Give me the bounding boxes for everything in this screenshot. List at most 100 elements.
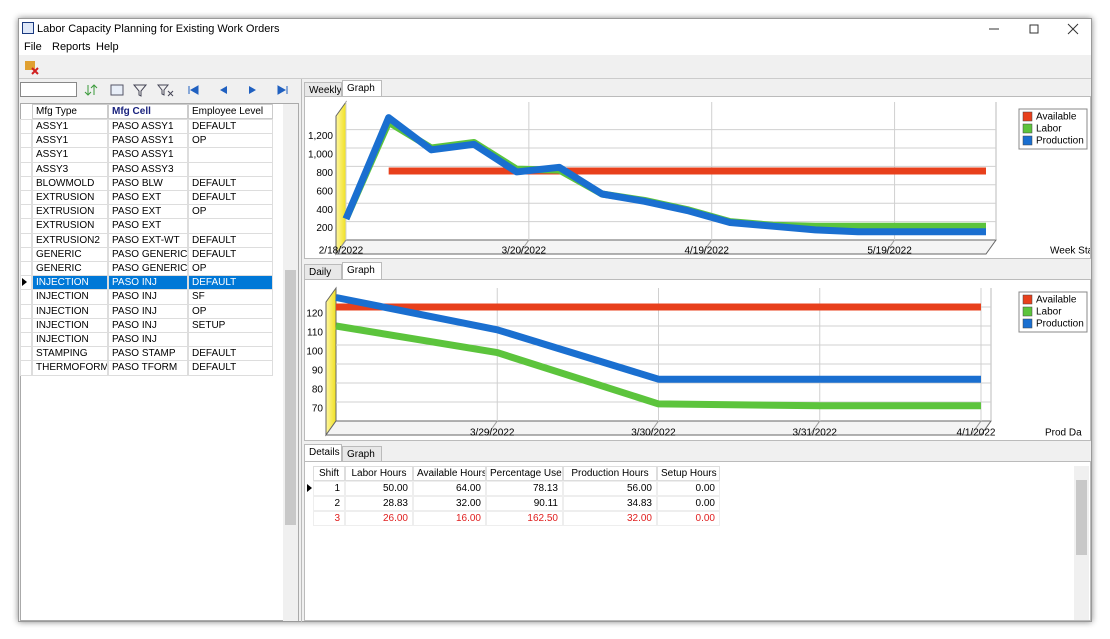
row-header[interactable] xyxy=(20,317,32,333)
grid-cell[interactable]: INJECTION xyxy=(32,303,108,319)
grid-cell[interactable]: SF xyxy=(188,289,273,305)
detail-cell[interactable]: 3 xyxy=(313,511,345,526)
grid-cell[interactable]: PASO ASSY3 xyxy=(108,161,188,177)
grid-cell[interactable] xyxy=(188,332,273,348)
detail-cell[interactable]: 16.00 xyxy=(413,511,486,526)
grid-cell[interactable]: INJECTION xyxy=(32,289,108,305)
grid-cell[interactable]: SETUP xyxy=(188,317,273,333)
grid-cell[interactable]: ASSY3 xyxy=(32,161,108,177)
row-header[interactable] xyxy=(20,175,32,191)
menu-item[interactable]: Reports xyxy=(52,41,91,53)
layout-button[interactable] xyxy=(110,84,124,96)
grid-cell[interactable]: PASO INJ xyxy=(108,275,188,291)
grid-cell[interactable]: DEFAULT xyxy=(188,275,273,291)
next-button[interactable] xyxy=(249,86,256,94)
row-header[interactable] xyxy=(20,346,32,362)
grid-cell[interactable]: INJECTION xyxy=(32,332,108,348)
row-header[interactable] xyxy=(20,360,32,376)
scroll-thumb[interactable] xyxy=(285,270,296,525)
grid-cell[interactable]: DEFAULT xyxy=(188,175,273,191)
clear-filter-button[interactable] xyxy=(156,84,174,97)
detail-cell[interactable]: 162.50 xyxy=(486,511,563,526)
grid-cell[interactable]: EXTRUSION xyxy=(32,218,108,234)
grid-cell[interactable] xyxy=(188,218,273,234)
grid-cell[interactable]: PASO INJ xyxy=(108,317,188,333)
scroll-thumb[interactable] xyxy=(1076,480,1087,555)
detail-cell[interactable]: 32.00 xyxy=(563,511,657,526)
grid-cell[interactable]: DEFAULT xyxy=(188,360,273,376)
sort-button[interactable] xyxy=(84,84,98,96)
grid-cell[interactable]: GENERIC xyxy=(32,246,108,262)
grid-cell[interactable]: PASO BLW xyxy=(108,175,188,191)
row-header[interactable] xyxy=(20,332,32,348)
grid-cell[interactable]: STAMPING xyxy=(32,346,108,362)
grid-cell[interactable]: PASO STAMP xyxy=(108,346,188,362)
restore[interactable] xyxy=(1029,24,1039,34)
grid-cell[interactable]: INJECTION xyxy=(32,275,108,291)
grid-cell[interactable]: PASO ASSY1 xyxy=(108,147,188,163)
grid-cell[interactable]: DEFAULT xyxy=(188,246,273,262)
grid-cell[interactable]: PASO INJ xyxy=(108,289,188,305)
row-header[interactable] xyxy=(20,133,32,149)
grid-cell[interactable]: EXTRUSION xyxy=(32,204,108,220)
column-header[interactable]: Percentage Used xyxy=(486,466,563,481)
grid-cell[interactable]: OP xyxy=(188,303,273,319)
detail-cell[interactable]: 90.11 xyxy=(486,496,563,511)
detail-cell[interactable]: 64.00 xyxy=(413,481,486,496)
grid-cell[interactable]: PASO GENERIC xyxy=(108,261,188,277)
splitter[interactable] xyxy=(301,79,302,622)
row-header[interactable] xyxy=(20,246,32,262)
row-header[interactable] xyxy=(20,289,32,305)
toolbar-icon[interactable] xyxy=(24,59,40,75)
detail-cell[interactable]: 50.00 xyxy=(345,481,413,496)
row-header[interactable] xyxy=(20,218,32,234)
grid-cell[interactable]: DEFAULT xyxy=(188,232,273,248)
detail-cell[interactable]: 32.00 xyxy=(413,496,486,511)
row-header[interactable] xyxy=(306,496,313,511)
tab[interactable]: Graph xyxy=(342,446,382,461)
tab[interactable]: Graph xyxy=(342,262,382,279)
column-header[interactable]: Labor Hours xyxy=(345,466,413,481)
grid-cell[interactable]: PASO INJ xyxy=(108,332,188,348)
grid-cell[interactable]: EXTRUSION2 xyxy=(32,232,108,248)
grid-cell[interactable]: PASO GENERIC xyxy=(108,246,188,262)
tab[interactable]: Daily xyxy=(304,264,342,279)
grid-cell[interactable]: OP xyxy=(188,261,273,277)
grid-cell[interactable] xyxy=(188,147,273,163)
grid-cell[interactable]: THERMOFORM xyxy=(32,360,108,376)
tab[interactable]: Weekly xyxy=(304,82,342,97)
column-header[interactable]: Available Hours xyxy=(413,466,486,481)
grid-cell[interactable]: ASSY1 xyxy=(32,119,108,135)
grid-cell[interactable]: INJECTION xyxy=(32,317,108,333)
grid-cell[interactable]: PASO ASSY1 xyxy=(108,119,188,135)
column-header[interactable]: Mfg Type xyxy=(32,104,108,119)
detail-cell[interactable]: 56.00 xyxy=(563,481,657,496)
row-header[interactable] xyxy=(20,147,32,163)
tab[interactable]: Details xyxy=(304,444,342,461)
column-header[interactable]: Production Hours xyxy=(563,466,657,481)
grid-cell[interactable]: PASO ASSY1 xyxy=(108,133,188,149)
close[interactable] xyxy=(1067,23,1079,35)
row-header[interactable] xyxy=(20,119,32,135)
scrollbar[interactable] xyxy=(1074,466,1089,620)
first-button[interactable] xyxy=(188,85,199,95)
detail-cell[interactable]: 28.83 xyxy=(345,496,413,511)
column-header[interactable]: Mfg Cell xyxy=(108,104,188,119)
row-header[interactable] xyxy=(306,511,313,526)
row-header[interactable] xyxy=(20,190,32,206)
grid-cell[interactable]: PASO EXT xyxy=(108,204,188,220)
grid-cell[interactable]: PASO EXT xyxy=(108,218,188,234)
grid-cell[interactable]: PASO EXT xyxy=(108,190,188,206)
menu-item[interactable]: Help xyxy=(96,41,119,53)
row-header[interactable] xyxy=(20,232,32,248)
grid-cell[interactable]: DEFAULT xyxy=(188,346,273,362)
grid-cell[interactable]: GENERIC xyxy=(32,261,108,277)
scrollbar[interactable] xyxy=(283,104,298,621)
grid-cell[interactable]: PASO EXT-WT xyxy=(108,232,188,248)
grid-cell[interactable]: PASO INJ xyxy=(108,303,188,319)
grid-cell[interactable]: DEFAULT xyxy=(188,119,273,135)
tab[interactable]: Graph xyxy=(342,80,382,97)
filter-button[interactable] xyxy=(132,84,148,97)
search-box[interactable] xyxy=(20,82,77,97)
grid-cell[interactable] xyxy=(188,161,273,177)
